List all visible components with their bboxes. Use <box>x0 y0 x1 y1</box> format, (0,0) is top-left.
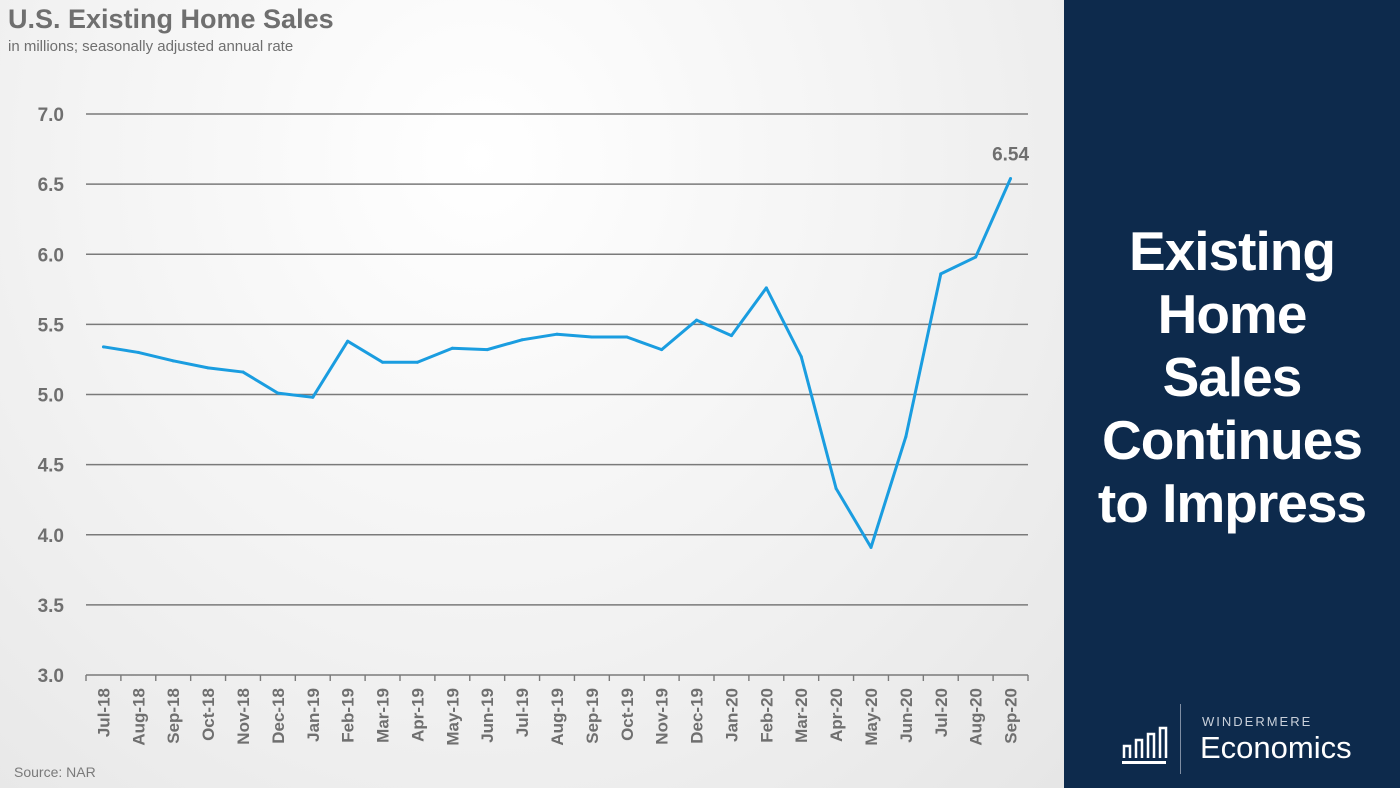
data-point <box>276 391 280 395</box>
logo-brand: WINDERMERE <box>1202 714 1313 729</box>
y-tick-label: 6.0 <box>38 245 64 266</box>
data-point <box>939 272 943 276</box>
x-tick-label: Jun-20 <box>897 688 916 743</box>
bar-chart-icon <box>1122 726 1168 764</box>
x-tick-label: Sep-19 <box>583 688 602 744</box>
y-tick-label: 3.5 <box>38 596 65 617</box>
y-tick-label: 5.5 <box>38 315 65 336</box>
x-tick-label: Nov-18 <box>234 688 253 745</box>
data-point <box>834 486 838 490</box>
chart-title: U.S. Existing Home Sales <box>8 4 334 34</box>
series-line <box>103 177 1012 549</box>
x-tick-label: Dec-18 <box>269 688 288 744</box>
line-chart: 3.0 3.5 4.0 4.5 5.0 5.5 6.0 6.5 7.0 Jul-18 Aug-18 S… <box>38 105 1030 746</box>
data-point <box>136 350 140 354</box>
chart-subtitle: in millions; seasonally adjusted annual … <box>8 38 294 55</box>
x-tick-label: Jul-19 <box>513 688 532 737</box>
x-tick-label: Dec-19 <box>688 688 707 744</box>
x-tick-label: Aug-18 <box>129 688 148 746</box>
data-point <box>904 435 908 439</box>
x-tick-label: May-20 <box>862 688 881 746</box>
x-tick-label: Nov-19 <box>653 688 672 745</box>
data-point <box>555 332 559 336</box>
x-tick-label: Jul-20 <box>932 688 951 737</box>
y-tick-label: 6.5 <box>38 175 65 196</box>
data-point <box>381 360 385 364</box>
windermere-logo: WINDERMERE Economics <box>1120 704 1380 774</box>
headline-line: Continues <box>1102 409 1363 471</box>
data-point <box>346 339 350 343</box>
x-tick-label: Mar-19 <box>374 688 393 743</box>
x-tick-label: Jun-19 <box>478 688 497 743</box>
data-point <box>311 395 315 399</box>
x-tick-label: Apr-20 <box>827 688 846 742</box>
data-point <box>1009 177 1013 181</box>
headline-line: Home <box>1157 283 1308 345</box>
logo-wordmark: Economics <box>1200 730 1352 765</box>
headline-line: Existing <box>1129 220 1336 282</box>
y-tick-label: 3.0 <box>38 666 64 687</box>
y-tick-label: 5.0 <box>38 386 64 407</box>
x-tick-label: Sep-20 <box>1002 688 1021 744</box>
y-tick-label: 4.0 <box>38 526 64 547</box>
data-point <box>799 355 803 359</box>
data-point <box>869 545 873 549</box>
data-point <box>415 360 419 364</box>
x-tick-label: Feb-20 <box>757 688 776 743</box>
headline: Existing Home Sales Continues to Impress <box>1064 220 1400 535</box>
data-point <box>171 359 175 363</box>
y-tick-label: 4.5 <box>38 456 65 477</box>
x-tick-label: Aug-20 <box>967 688 986 746</box>
data-point <box>101 345 105 349</box>
data-label: 6.54 <box>992 145 1029 166</box>
y-tick-label: 7.0 <box>38 105 64 126</box>
data-point <box>974 255 978 259</box>
x-tick-label: Sep-18 <box>164 688 183 744</box>
data-point <box>520 338 524 342</box>
x-tick-label: Oct-19 <box>618 688 637 741</box>
x-tick-label: Oct-18 <box>199 688 218 741</box>
data-point <box>660 348 664 352</box>
data-point <box>729 334 733 338</box>
headline-panel: Existing Home Sales Continues to Impress… <box>1064 0 1400 788</box>
logo-divider <box>1180 704 1181 774</box>
x-tick-label: Jul-18 <box>94 688 113 737</box>
headline-line: to Impress <box>1097 472 1367 534</box>
x-tick-label: Aug-19 <box>548 688 567 746</box>
x-tick-label: May-19 <box>443 688 462 746</box>
chart-panel: U.S. Existing Home Sales in millions; se… <box>0 0 1064 788</box>
headline-line: Sales <box>1162 346 1303 408</box>
data-point <box>485 348 489 352</box>
source-note: Source: NAR <box>14 764 96 780</box>
data-point <box>625 335 629 339</box>
data-point <box>450 346 454 350</box>
x-tick-label: Jan-20 <box>722 688 741 742</box>
x-tick-label: Jan-19 <box>304 688 323 742</box>
data-point <box>241 370 245 374</box>
x-tick-label: Apr-19 <box>408 688 427 742</box>
data-point <box>764 286 768 290</box>
data-point <box>590 335 594 339</box>
data-point <box>206 366 210 370</box>
x-tick-label: Mar-20 <box>792 688 811 743</box>
x-tick-label: Feb-19 <box>339 688 358 743</box>
data-point <box>695 318 699 322</box>
